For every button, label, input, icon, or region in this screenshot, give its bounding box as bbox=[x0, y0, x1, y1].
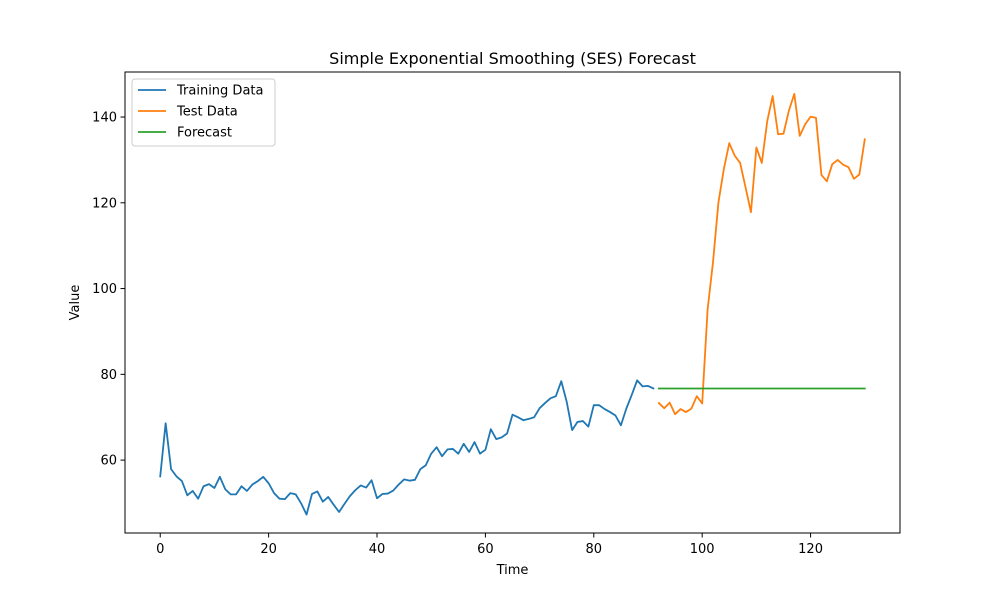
training-data-line bbox=[159, 379, 655, 516]
x-tick-label: 40 bbox=[369, 542, 386, 557]
y-tick-label: 80 bbox=[100, 368, 117, 383]
test-data-line bbox=[657, 92, 866, 416]
chart-title: Simple Exponential Smoothing (SES) Forec… bbox=[329, 49, 696, 68]
legend: Training Data Test Data Forecast bbox=[131, 78, 276, 147]
y-axis-ticks: 60 80 100 120 140 bbox=[92, 111, 125, 469]
x-axis-ticks: 0 20 40 60 80 100 120 bbox=[156, 533, 823, 557]
y-tick-label: 120 bbox=[92, 196, 117, 211]
legend-label-forecast: Forecast bbox=[177, 126, 232, 141]
x-tick-label: 120 bbox=[798, 542, 823, 557]
y-tick-label: 100 bbox=[92, 282, 117, 297]
legend-box bbox=[131, 78, 276, 147]
legend-label-test-data: Test Data bbox=[176, 105, 238, 120]
y-tick-label: 140 bbox=[92, 111, 117, 126]
y-tick-label: 60 bbox=[100, 454, 117, 469]
series-layer bbox=[159, 92, 866, 516]
x-tick-label: 60 bbox=[477, 542, 494, 557]
x-tick-label: 0 bbox=[156, 542, 164, 557]
y-axis-label: Value bbox=[68, 285, 83, 321]
legend-label-training-data: Training Data bbox=[176, 84, 263, 99]
x-axis-label: Time bbox=[496, 563, 529, 578]
x-tick-label: 100 bbox=[690, 542, 715, 557]
x-tick-label: 20 bbox=[260, 542, 277, 557]
x-tick-label: 80 bbox=[586, 542, 603, 557]
plot-frame bbox=[124, 71, 901, 534]
